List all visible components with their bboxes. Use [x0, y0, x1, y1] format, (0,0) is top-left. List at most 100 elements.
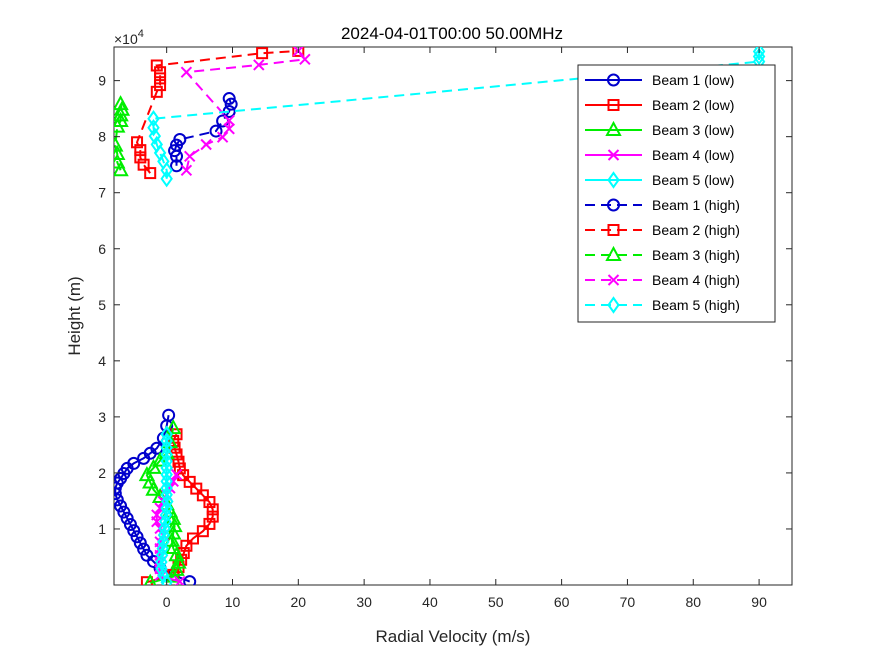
data-point: [190, 482, 203, 495]
data-point: [145, 458, 162, 474]
data-point: [145, 480, 162, 496]
legend-label: Beam 1 (low): [652, 72, 734, 88]
legend-label: Beam 4 (low): [652, 147, 734, 163]
y-tick-label: 5: [98, 297, 106, 313]
legend-marker: [607, 274, 620, 286]
data-point: [160, 438, 173, 457]
x-tick-label: 80: [685, 594, 701, 610]
series-9: [180, 47, 311, 176]
legend-item: Beam 1 (high): [585, 197, 740, 213]
series-line: [184, 50, 307, 171]
data-point: [160, 472, 173, 491]
legend-item: Beam 4 (high): [585, 272, 740, 288]
data-point: [123, 517, 137, 531]
data-point: [150, 59, 163, 72]
data-layer: [114, 47, 766, 585]
data-point: [147, 118, 160, 137]
legend-item: Beam 2 (high): [585, 222, 740, 238]
data-point: [172, 455, 185, 468]
legend-label: Beam 3 (low): [652, 122, 734, 138]
legend-marker: [607, 149, 620, 161]
y-tick-label: 1: [98, 521, 106, 537]
data-point: [256, 47, 269, 60]
x-tick-label: 30: [356, 594, 372, 610]
legend-label: Beam 5 (high): [652, 297, 740, 313]
data-point: [165, 524, 182, 540]
y-tick-label: 4: [98, 353, 106, 369]
data-point: [133, 536, 147, 550]
legend-marker: [607, 73, 620, 87]
x-tick-label: 20: [291, 594, 307, 610]
data-point: [180, 66, 193, 78]
legend-label: Beam 2 (low): [652, 97, 734, 113]
legend-label: Beam 2 (high): [652, 222, 740, 238]
data-point: [134, 144, 147, 157]
legend-marker: [605, 245, 622, 261]
x-tick-label: 50: [488, 594, 504, 610]
y-tick-label: 3: [98, 409, 106, 425]
chart-title: 2024-04-01T00:00 50.00MHz: [341, 24, 563, 43]
legend-label: Beam 3 (high): [652, 247, 740, 263]
data-point: [160, 486, 173, 504]
data-point: [196, 489, 209, 502]
x-tick-label: 90: [751, 594, 767, 610]
legend-marker: [607, 171, 620, 189]
series-7: [131, 47, 305, 180]
data-point: [166, 517, 183, 533]
data-point: [160, 452, 173, 470]
data-point: [180, 164, 193, 176]
y-tick-label: 6: [98, 241, 106, 257]
data-point: [174, 575, 186, 585]
data-point: [183, 575, 197, 585]
data-point: [160, 459, 173, 477]
data-point: [180, 539, 193, 552]
data-point: [222, 92, 236, 106]
series-5: [155, 425, 174, 585]
y-exponent-power: 4: [138, 28, 144, 40]
legend-label: Beam 1 (high): [652, 197, 740, 213]
data-point: [160, 425, 173, 443]
data-point: [120, 511, 134, 525]
legend-marker: [607, 99, 620, 111]
x-tick-label: 10: [225, 594, 241, 610]
data-point: [114, 144, 126, 161]
x-axis-label: Radial Velocity (m/s): [376, 627, 531, 646]
data-point: [167, 434, 180, 447]
data-point: [168, 144, 182, 158]
data-point: [165, 418, 182, 435]
series-line: [146, 433, 214, 584]
y-axis-label: Height (m): [65, 276, 84, 355]
data-point: [160, 445, 173, 464]
series-8: [114, 95, 131, 177]
x-tick-label: 0: [163, 594, 171, 610]
data-point: [752, 47, 766, 61]
data-point: [165, 538, 182, 555]
data-point: [114, 499, 128, 513]
legend: Beam 1 (low) Beam 2 (low) Beam 3 (low) Beam…: [577, 64, 776, 323]
data-point: [183, 475, 196, 488]
y-exponent-base: ×10: [114, 31, 138, 47]
data-point: [224, 97, 238, 111]
data-point: [140, 548, 154, 562]
legend-marker: [605, 120, 622, 136]
x-tick-label: 60: [554, 594, 570, 610]
data-point: [138, 466, 156, 482]
data-point: [203, 517, 216, 530]
data-point: [186, 532, 199, 545]
data-point: [168, 546, 185, 562]
legend-item: Beam 5 (high): [585, 296, 740, 314]
data-point: [137, 158, 150, 171]
data-point: [206, 503, 219, 516]
data-point: [160, 432, 173, 450]
data-point: [160, 573, 173, 585]
y-tick-label: 2: [98, 465, 106, 481]
data-point: [151, 509, 163, 521]
data-point: [148, 127, 162, 145]
data-point: [130, 530, 144, 544]
data-point: [292, 47, 305, 57]
data-point: [150, 85, 163, 98]
data-point: [168, 560, 185, 576]
y-tick-label: 9: [98, 73, 106, 89]
series-10: [147, 47, 766, 188]
